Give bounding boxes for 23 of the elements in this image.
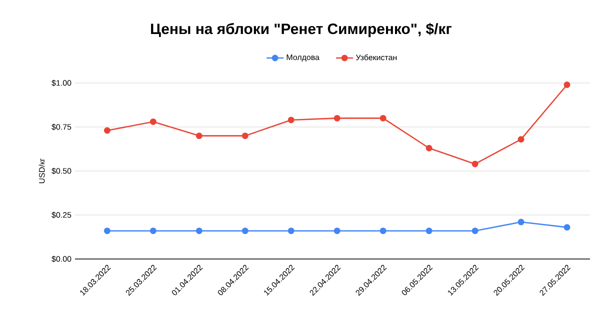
point	[518, 136, 524, 143]
point	[472, 160, 478, 168]
point	[334, 228, 340, 234]
point	[242, 228, 248, 234]
point	[242, 132, 248, 140]
point	[518, 218, 524, 226]
point	[380, 228, 386, 234]
point	[196, 228, 202, 234]
point	[426, 144, 432, 152]
point	[288, 228, 294, 234]
point	[380, 114, 386, 122]
point	[104, 228, 110, 234]
point	[196, 132, 202, 140]
point	[288, 116, 294, 124]
point	[150, 118, 156, 125]
point	[426, 228, 432, 234]
point	[564, 224, 570, 231]
point	[334, 114, 340, 122]
point	[104, 127, 110, 134]
point	[150, 228, 156, 234]
chart-title: Цены на яблоки "Ренет Симиренко", $/кг	[151, 22, 452, 38]
point	[564, 82, 570, 88]
point	[472, 228, 478, 234]
